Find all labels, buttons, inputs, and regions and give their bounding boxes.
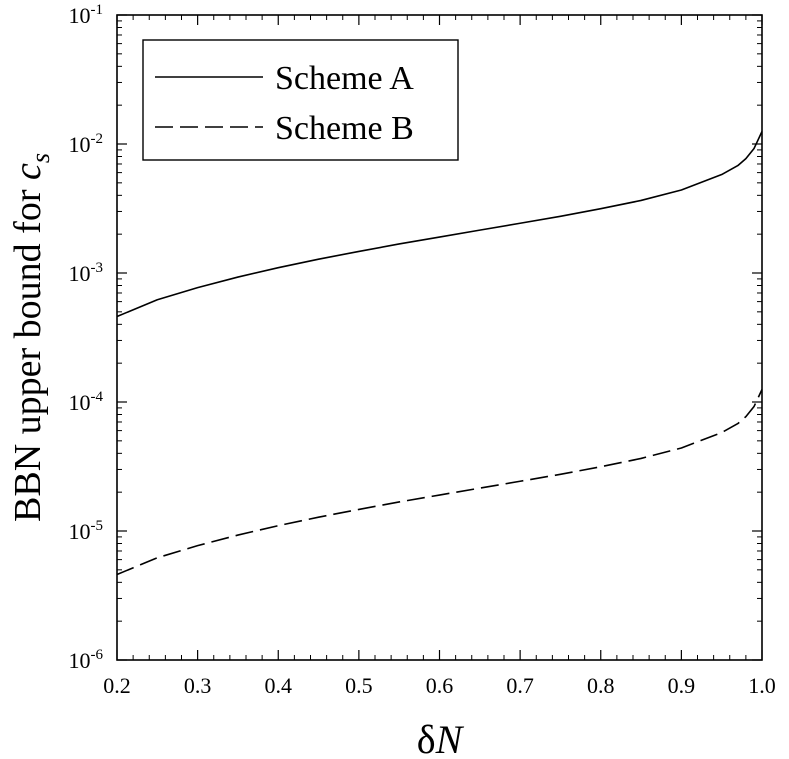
x-tick-label: 1.0 [748, 673, 776, 698]
x-tick-label: 0.8 [587, 673, 615, 698]
y-tick-label: 10-3 [69, 260, 104, 286]
x-axis-label: δN [417, 717, 465, 759]
x-tick-label: 0.6 [426, 673, 454, 698]
x-tick-label: 0.7 [506, 673, 534, 698]
x-tick-label: 0.2 [103, 673, 131, 698]
legend-label: Scheme A [275, 60, 414, 97]
x-tick-label: 0.3 [184, 673, 212, 698]
y-tick-label: 10-5 [69, 518, 104, 544]
series-line-b [116, 389, 763, 576]
y-tick-label: 10-4 [69, 389, 104, 415]
legend-box [142, 39, 459, 161]
series-line-a [116, 131, 763, 318]
x-tick-label: 0.4 [265, 673, 293, 698]
y-tick-label: 10-1 [69, 2, 104, 28]
y-tick-label: 10-6 [69, 647, 104, 673]
legend-label: Scheme B [275, 110, 414, 147]
x-tick-label: 0.9 [668, 673, 696, 698]
x-tick-label: 0.5 [345, 673, 373, 698]
y-axis-label: BBN upper bound for cs [7, 153, 55, 522]
y-tick-label: 10-2 [69, 131, 104, 157]
